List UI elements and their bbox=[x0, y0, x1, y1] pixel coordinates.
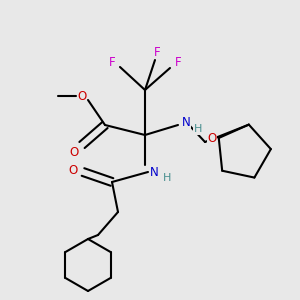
Text: F: F bbox=[109, 56, 115, 68]
Text: O: O bbox=[68, 164, 78, 176]
Text: H: H bbox=[194, 124, 202, 134]
Text: O: O bbox=[77, 89, 87, 103]
Text: N: N bbox=[150, 166, 159, 178]
Text: F: F bbox=[154, 46, 160, 59]
Text: O: O bbox=[69, 146, 79, 158]
Text: F: F bbox=[175, 56, 181, 70]
Text: N: N bbox=[182, 116, 191, 130]
Text: O: O bbox=[208, 131, 217, 145]
Text: H: H bbox=[163, 173, 171, 183]
